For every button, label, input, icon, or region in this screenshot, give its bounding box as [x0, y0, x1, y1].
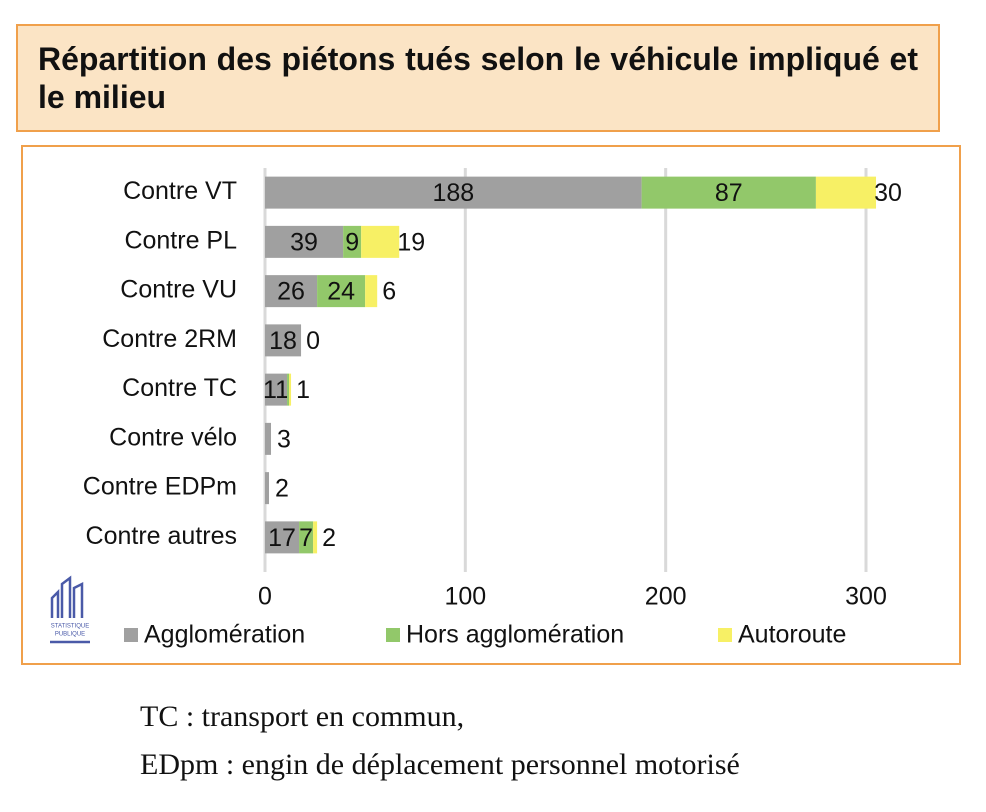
legend-label: Agglomération: [144, 621, 305, 649]
x-tick-label: 0: [258, 583, 272, 611]
bar-segment: [343, 225, 362, 258]
chart-frame: [21, 145, 961, 665]
data-label: 2: [322, 524, 336, 552]
data-label: 26: [277, 278, 305, 306]
data-label: 30: [874, 179, 902, 207]
data-label: 2: [275, 475, 289, 503]
y-tick-label: Contre VU: [120, 276, 237, 304]
bar-segment: [365, 275, 378, 308]
bar-segment: [265, 373, 288, 406]
data-label: 87: [715, 179, 743, 207]
logo: [50, 575, 90, 644]
bar-segment: [265, 472, 270, 505]
data-label: 24: [327, 278, 355, 306]
data-label: 7: [299, 524, 313, 552]
footnote: EDpm : engin de déplacement personnel mo…: [140, 748, 740, 781]
bar-segment: [299, 521, 314, 554]
legend-swatch: [124, 628, 138, 642]
footnote: TC : transport en commun,: [140, 700, 465, 733]
data-label: 39: [290, 228, 318, 256]
bar-segment: [641, 176, 816, 209]
data-label: 19: [397, 228, 425, 256]
x-tick-label: 300: [845, 583, 887, 611]
legend-label: Hors agglomération: [406, 621, 624, 649]
bar-segment: [815, 176, 877, 209]
bar-segment: [265, 225, 344, 258]
bar-segment: [265, 324, 302, 357]
y-tick-label: Contre VT: [123, 177, 237, 205]
data-label: 11: [263, 376, 289, 404]
bar-segment: [361, 225, 400, 258]
data-label: 188: [432, 179, 474, 207]
bar-segment: [265, 422, 272, 455]
data-label: 0: [306, 327, 320, 355]
data-label: 3: [277, 425, 291, 453]
legend-label: Autoroute: [738, 621, 846, 649]
bar-segment: [265, 176, 642, 209]
bar-segment: [265, 521, 300, 554]
x-tick-label: 100: [444, 583, 486, 611]
chart-title: Répartition des piétons tués selon le vé…: [38, 41, 918, 115]
data-label: 17: [268, 524, 296, 552]
legend-swatch: [718, 628, 732, 642]
data-label: 18: [269, 327, 297, 355]
y-tick-label: Contre TC: [122, 374, 237, 402]
x-tick-label: 200: [645, 583, 687, 611]
bar-segment: [289, 373, 292, 406]
y-tick-label: Contre autres: [86, 522, 237, 550]
y-tick-label: Contre EDPm: [83, 473, 237, 501]
data-label: 6: [382, 278, 396, 306]
y-tick-label: Contre PL: [124, 226, 237, 254]
title-box: Répartition des piétons tués selon le vé…: [16, 24, 940, 132]
bar-segment: [313, 521, 318, 554]
y-tick-label: Contre 2RM: [102, 325, 237, 353]
bar-segment: [317, 275, 366, 308]
data-label: 9: [345, 228, 359, 256]
bar-segment: [265, 275, 318, 308]
data-label: 1: [296, 376, 310, 404]
legend-swatch: [386, 628, 400, 642]
logo-text: STATISTIQUE: [51, 624, 89, 630]
y-tick-label: Contre vélo: [109, 423, 237, 451]
bar-segment: [287, 373, 290, 406]
logo-text: PUBLIQUE: [55, 632, 85, 638]
